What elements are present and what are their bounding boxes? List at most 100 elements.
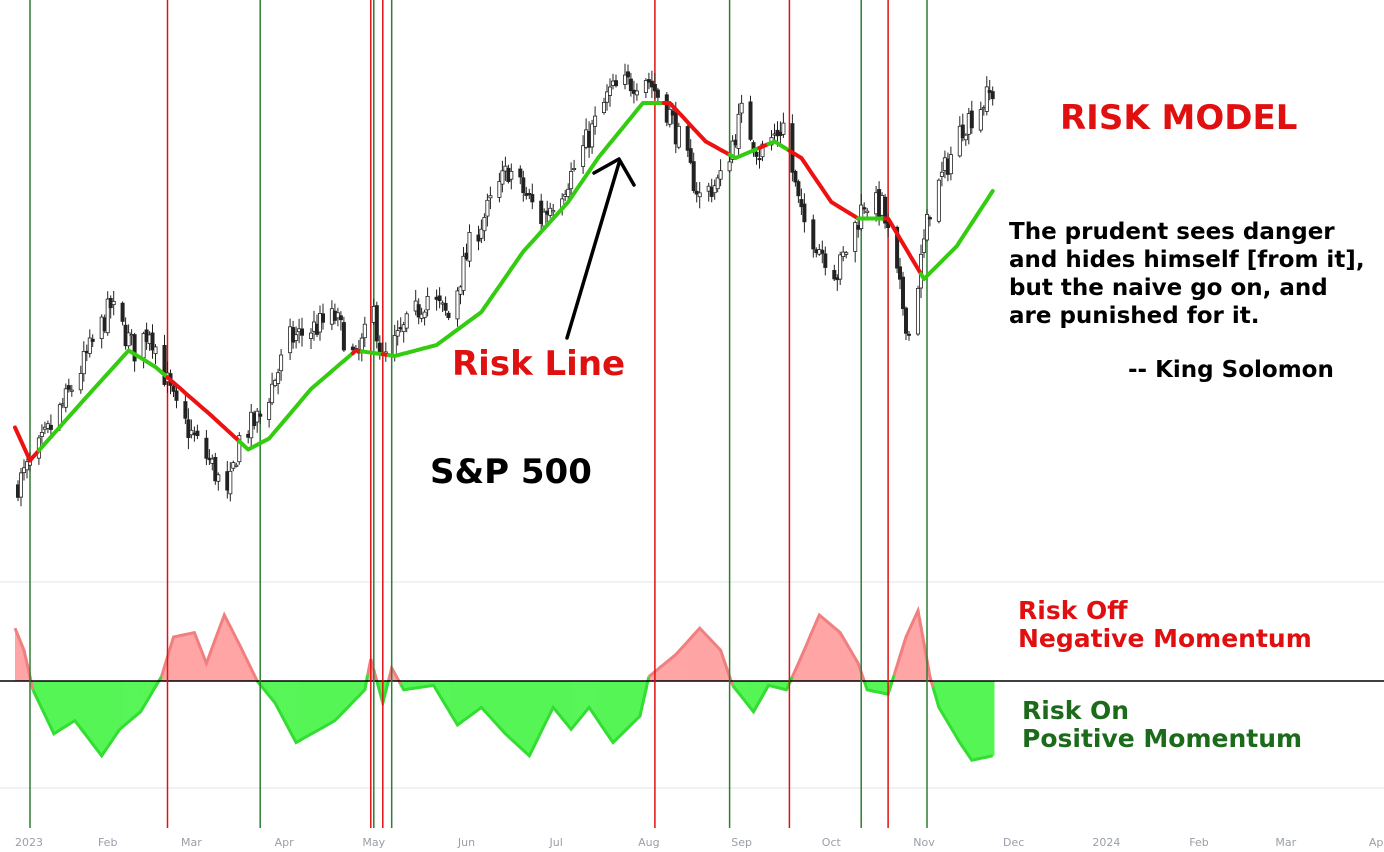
momentum-bar [657, 669, 660, 681]
momentum-bar [921, 627, 923, 681]
momentum-bar [216, 635, 219, 681]
candle [362, 316, 367, 348]
candle [623, 63, 628, 90]
momentum-bar [524, 681, 527, 752]
momentum-bar [919, 618, 922, 682]
candle [530, 183, 535, 210]
momentum-bar [245, 656, 247, 681]
candle-body [455, 290, 460, 320]
momentum-bar [228, 623, 231, 681]
momentum-bar [858, 663, 860, 681]
momentum-bar [32, 681, 35, 690]
momentum-bar [131, 681, 134, 720]
momentum-bar [768, 681, 771, 686]
momentum-bar [219, 627, 222, 681]
momentum-bar [961, 681, 964, 745]
momentum-bar [137, 681, 140, 715]
candle-body [593, 115, 598, 127]
momentum-bar [429, 681, 431, 687]
candle-body [901, 276, 906, 310]
candle [898, 257, 903, 290]
momentum-bar [879, 681, 881, 693]
momentum-bar [805, 646, 808, 681]
momentum-bar [142, 681, 144, 710]
candle [757, 149, 762, 169]
momentum-bar [947, 681, 950, 723]
candle-body [781, 122, 786, 135]
momentum-bar [505, 681, 508, 734]
momentum-bar [617, 681, 620, 739]
candle-body [655, 89, 660, 98]
momentum-bar [662, 665, 665, 681]
momentum-bar [58, 681, 61, 731]
candle [255, 408, 260, 433]
momentum-bar [795, 670, 798, 681]
momentum-bar [520, 681, 523, 748]
momentum-bar [209, 655, 212, 681]
candle [628, 72, 633, 97]
candle-body [18, 472, 23, 498]
quote-attribution: -- King Solomon [1128, 357, 1334, 383]
candle [174, 385, 179, 409]
momentum-bar [433, 681, 436, 686]
candle-body [718, 170, 723, 180]
momentum-bar [741, 681, 744, 697]
momentum-bar [68, 681, 71, 725]
risk-line-down-segment [165, 375, 242, 444]
candle [267, 398, 272, 428]
momentum-bar [816, 621, 819, 681]
candle-body [183, 401, 188, 419]
momentum-bar [284, 681, 286, 720]
candle-body [688, 148, 693, 163]
momentum-bar [414, 681, 416, 689]
momentum-bar [711, 640, 714, 681]
momentum-bar [37, 681, 40, 700]
candle-body [623, 74, 628, 85]
momentum-bar [991, 681, 993, 757]
momentum-bar [448, 681, 451, 711]
momentum-bar [610, 681, 612, 739]
momentum-bar [517, 681, 520, 745]
momentum-bar [551, 681, 554, 711]
candle [551, 204, 556, 218]
candle [416, 298, 421, 325]
momentum-bar [817, 618, 820, 681]
candle [634, 83, 639, 101]
candle [374, 301, 379, 349]
momentum-bar [622, 681, 624, 734]
momentum-bar [343, 681, 346, 712]
candle [467, 224, 472, 268]
momentum-bar [393, 670, 395, 681]
momentum-bar [590, 681, 593, 710]
momentum-bar [161, 676, 164, 681]
candle-body [126, 332, 131, 347]
candle-body [39, 431, 44, 437]
momentum-bar [642, 681, 645, 703]
momentum-bar [98, 681, 101, 752]
candle [299, 317, 304, 347]
candle [748, 95, 753, 142]
momentum-bar [178, 636, 180, 681]
momentum-bar [985, 681, 988, 758]
momentum-outline [399, 676, 651, 759]
momentum-bar [740, 681, 742, 695]
chart-title: RISK MODEL [1060, 98, 1298, 138]
candle-body [479, 228, 484, 239]
momentum-bar [512, 681, 515, 741]
momentum-bar [423, 681, 425, 687]
momentum-bar [989, 681, 992, 757]
candle [811, 214, 816, 258]
candle-body [132, 334, 137, 362]
momentum-bar [22, 646, 25, 681]
candle [969, 100, 974, 134]
momentum-bar [233, 632, 236, 681]
candle-body [811, 219, 816, 250]
momentum-bar [275, 681, 277, 703]
candle-body [189, 429, 194, 436]
candle [18, 468, 23, 507]
momentum-bar [699, 628, 702, 681]
momentum-bar [566, 681, 569, 724]
momentum-bar [297, 681, 300, 742]
momentum-bar [935, 681, 938, 698]
momentum-bar [192, 632, 195, 681]
